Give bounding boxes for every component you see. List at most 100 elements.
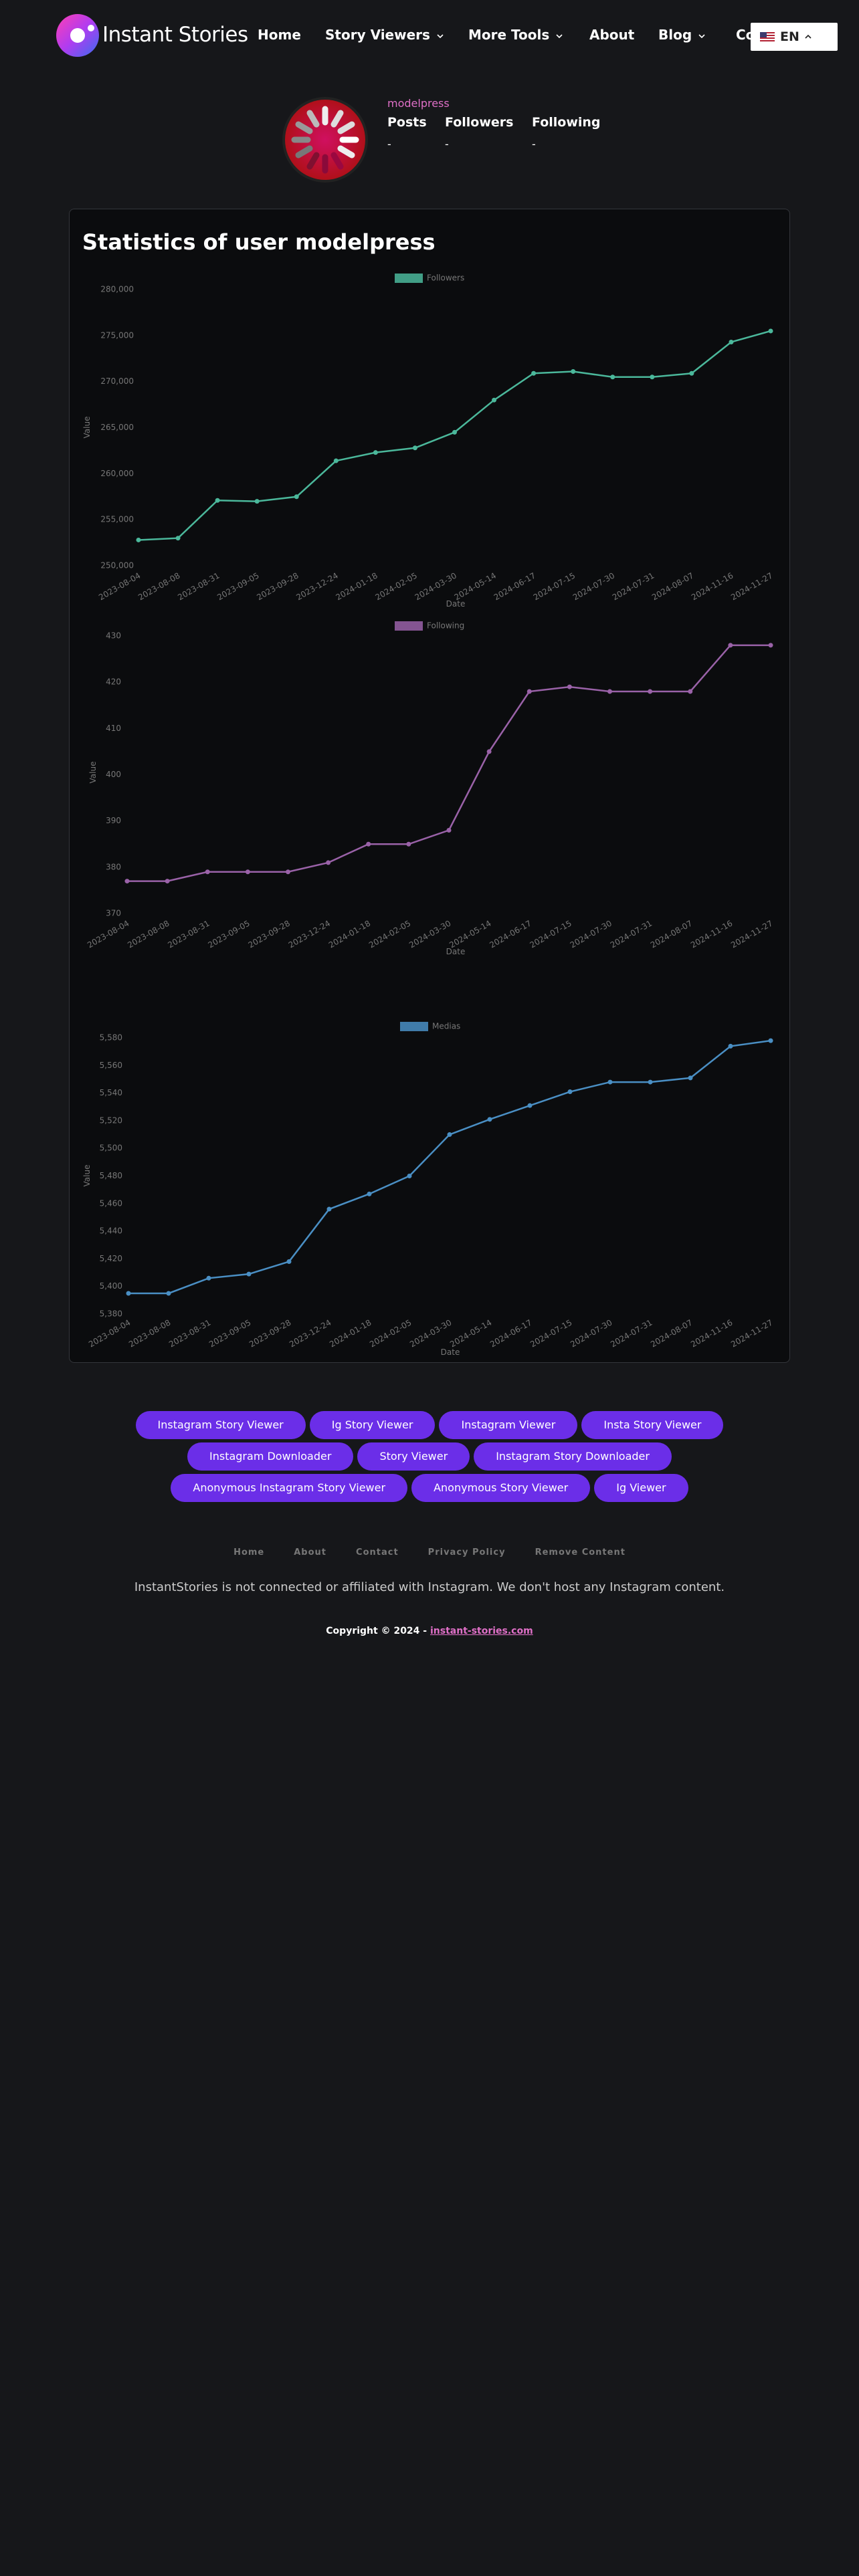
point [447,1132,452,1138]
logo-icon[interactable] [56,13,100,58]
x-tick-label: 2024-06-17 [492,570,537,602]
footer-link[interactable]: About [294,1547,327,1558]
y-axis-label: Value [82,1165,92,1187]
point [373,450,378,455]
y-tick-label: 370 [106,909,121,918]
site-link[interactable]: instant-stories.com [430,1626,533,1636]
y-tick-label: 430 [106,631,121,641]
stats-card: 250,000 255,000 260,000 265,000 270,000 275,0… [69,209,790,1363]
x-tick-label: 2024-05-14 [448,918,492,950]
x-tick-label: 2023-09-05 [215,570,260,602]
point [124,879,130,884]
point [531,370,537,376]
x-tick-label: 2024-01-18 [334,570,379,602]
language-label: EN [780,29,799,44]
x-tick-label: 2024-03-30 [407,918,452,950]
stat-value: - [445,138,449,150]
x-tick-label: 2024-06-17 [488,1317,533,1349]
legend-label: Followers [427,274,464,283]
point [407,1174,412,1178]
x-tick-label: 2024-07-30 [569,918,613,950]
x-tick-label: 2023-12-24 [294,570,339,602]
tool-button[interactable]: Ig Viewer [594,1474,688,1502]
button-row: Instagram Downloader Story Viewer Instagra… [0,1442,859,1471]
x-tick-label: 2024-02-05 [367,918,412,950]
stat-value: - [387,138,391,150]
point [446,828,452,833]
y-axis-label: Value [82,417,92,439]
language-button[interactable]: EN [751,23,838,51]
x-tick-label: 2023-08-31 [166,918,211,950]
x-tick-label: 2024-05-14 [448,1317,493,1349]
username: modelpress [387,97,450,110]
tool-button[interactable]: Instagram Viewer [439,1411,578,1439]
tool-button[interactable]: Story Viewer [357,1442,470,1471]
x-tick-label: 2024-11-16 [689,1317,734,1349]
x-tick-label: 2024-05-14 [453,570,498,602]
tool-button[interactable]: Instagram Story Downloader [474,1442,672,1471]
nav-label: More Tools [468,27,550,43]
point [650,374,655,380]
x-tick-label: 2024-07-30 [569,1317,613,1349]
x-tick-label: 2023-08-31 [176,570,221,602]
x-tick-label: 2023-08-31 [167,1317,212,1349]
point [527,689,532,694]
point [294,494,299,500]
footer-link[interactable]: Privacy Policy [427,1547,506,1558]
x-tick-label: 2024-07-30 [571,570,616,602]
nav-dropdown[interactable]: More Tools [468,27,563,43]
x-tick-label: 2024-07-31 [609,1317,654,1349]
logo-text[interactable]: Instant Stories [102,23,248,47]
nav-link[interactable]: Home [258,27,301,43]
tool-button[interactable]: Insta Story Viewer [581,1411,724,1439]
nav-label: Blog [658,27,692,43]
x-tick-label: 2024-02-05 [368,1317,413,1349]
x-axis-label: Date [446,947,466,956]
disclaimer: InstantStories is not connected or affil… [134,1580,725,1594]
nav-link[interactable]: About [589,27,635,43]
point [487,1117,492,1122]
tool-button[interactable]: Instagram Story Viewer [135,1411,306,1439]
y-tick-label: 5,560 [100,1061,122,1070]
x-tick-label: 2024-03-30 [413,570,458,602]
x-axis-label: Date [441,1348,460,1357]
x-tick-label: 2024-07-15 [529,1317,573,1349]
point [688,1075,693,1081]
x-tick-label: 2023-09-28 [247,918,292,950]
point [486,749,492,754]
point [648,689,653,694]
point [333,458,339,463]
nav-dropdown[interactable]: Story Viewers [325,27,444,43]
tool-button[interactable]: Anonymous Instagram Story Viewer [171,1474,408,1502]
point [492,397,497,403]
tool-button[interactable]: Anonymous Story Viewer [411,1474,591,1502]
x-tick-label: 2024-08-07 [650,570,695,602]
x-tick-label: 2024-08-07 [649,918,694,950]
footer-link[interactable]: Remove Content [535,1547,626,1558]
footer-link[interactable]: Home [233,1547,265,1558]
point [215,498,220,503]
button-row: Instagram Story Viewer Ig Story Viewer Ins… [0,1411,859,1439]
line [138,330,771,541]
nav-dropdown[interactable]: Blog [658,27,705,43]
point [768,1038,773,1043]
y-tick-label: 5,380 [100,1309,122,1319]
y-tick-label: 5,400 [100,1281,122,1291]
copyright-text: Copyright © 2024 - [326,1626,430,1636]
point [412,445,417,451]
x-tick-label: 2024-01-18 [328,1317,373,1349]
footer-link[interactable]: Contact [356,1547,399,1558]
y-tick-label: 5,520 [100,1115,122,1125]
point [768,643,773,648]
x-tick-label: 2024-07-31 [609,918,654,950]
tool-button[interactable]: Ig Story Viewer [309,1411,436,1439]
point [768,328,773,334]
point [729,339,734,344]
y-tick-label: 280,000 [100,285,134,294]
x-tick-label: 2024-01-18 [327,918,372,950]
tool-button[interactable]: Instagram Downloader [187,1442,354,1471]
point [728,1043,733,1049]
y-tick-label: 5,440 [100,1226,122,1236]
point [607,1079,613,1085]
